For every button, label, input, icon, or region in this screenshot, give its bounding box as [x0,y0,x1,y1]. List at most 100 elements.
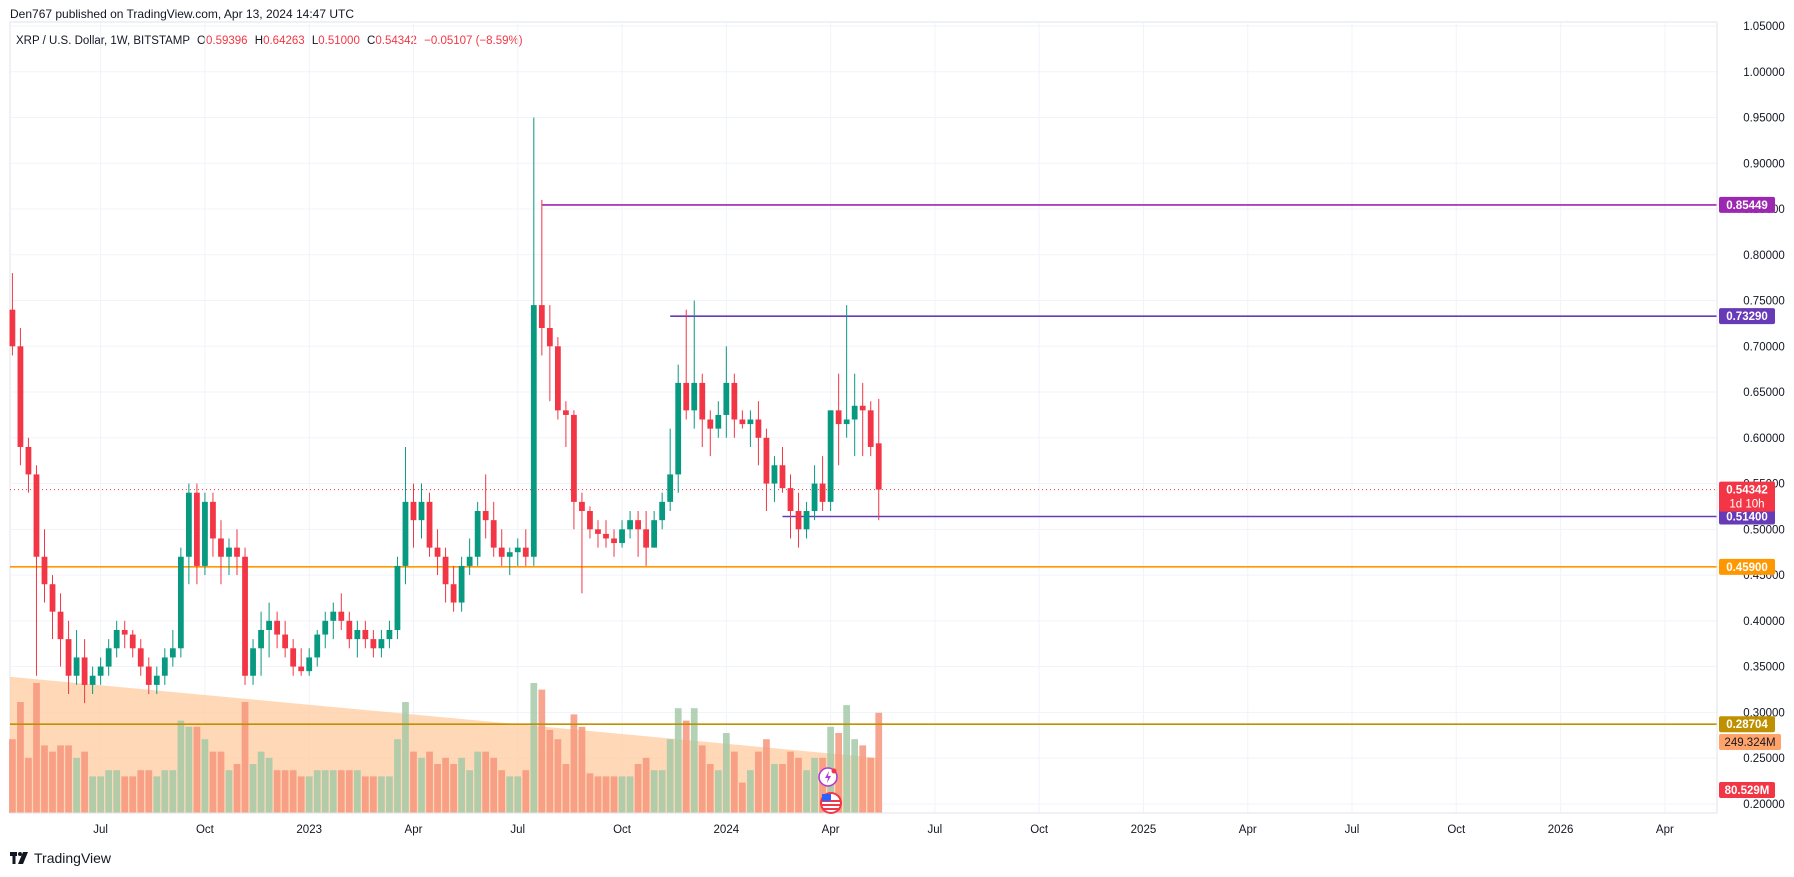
candle[interactable] [282,620,289,658]
candle[interactable] [490,501,497,557]
candle[interactable] [41,529,48,603]
candle[interactable] [691,300,698,429]
candle[interactable] [17,327,24,466]
candle[interactable] [498,529,505,566]
candle[interactable] [89,666,96,695]
candle[interactable] [362,620,369,649]
candle[interactable] [875,398,882,521]
candle[interactable] [49,575,56,640]
candle[interactable] [161,648,168,685]
candle[interactable] [546,305,553,402]
candle[interactable] [563,401,569,447]
candle[interactable] [771,456,778,502]
candle[interactable] [755,401,762,466]
candle[interactable] [579,492,585,594]
candle[interactable] [81,639,88,704]
candle[interactable] [105,639,112,676]
candle[interactable] [843,305,850,438]
candle[interactable] [795,492,802,548]
candle[interactable] [33,465,40,676]
candle[interactable] [867,401,874,457]
candle[interactable] [370,629,377,658]
candle[interactable] [169,629,176,667]
candle[interactable] [418,483,425,539]
candle[interactable] [699,373,706,447]
candle[interactable] [530,117,537,566]
candle[interactable] [153,666,160,695]
candle[interactable] [611,529,617,557]
candle[interactable] [25,437,32,493]
candle[interactable] [554,337,561,420]
candle[interactable] [402,446,409,585]
candle[interactable] [450,565,457,612]
candle[interactable] [121,620,128,649]
candle[interactable] [651,511,658,548]
candle[interactable] [258,611,264,676]
candle[interactable] [9,273,16,356]
candle[interactable] [482,474,489,539]
candle[interactable] [346,611,353,649]
candle[interactable] [57,593,64,667]
symbol-title[interactable]: XRP / U.S. Dollar, 1W, BITSTAMP [16,35,190,47]
chart-icons[interactable] [818,767,842,814]
candle[interactable] [218,520,224,585]
candle[interactable] [266,602,272,658]
candle[interactable] [210,492,216,557]
candle[interactable] [643,511,650,566]
tradingview-brand[interactable]: TradingView [10,850,111,866]
candle[interactable] [458,556,465,612]
candle[interactable] [739,410,746,429]
candle[interactable] [723,346,730,438]
candle[interactable] [250,639,256,685]
candle[interactable] [177,547,184,658]
candle[interactable] [73,629,80,685]
candle[interactable] [410,483,417,548]
candle[interactable] [811,465,818,521]
candle[interactable] [434,529,441,576]
candle[interactable] [394,556,401,640]
candle[interactable] [731,373,738,438]
candle[interactable] [290,639,297,676]
candle[interactable] [595,520,601,548]
candle[interactable] [522,529,529,566]
candle[interactable] [202,492,208,576]
candle[interactable] [819,456,826,512]
candle[interactable] [587,506,593,539]
candle[interactable] [314,629,321,667]
candle[interactable] [185,483,192,585]
candle[interactable] [747,410,754,447]
candle[interactable] [859,382,866,457]
us-flag-event-icon[interactable] [820,792,842,814]
candle[interactable] [330,602,337,640]
candle[interactable] [835,373,842,466]
candle[interactable] [627,511,633,539]
candle[interactable] [506,547,513,576]
candle[interactable] [442,547,449,603]
candle[interactable] [378,629,385,658]
candle[interactable] [667,428,674,512]
candle[interactable] [466,538,473,576]
candle[interactable] [226,538,232,576]
candle[interactable] [145,657,152,695]
candle[interactable] [474,501,481,566]
candle[interactable] [803,501,810,539]
candle[interactable] [787,474,794,539]
candle[interactable] [426,492,433,557]
candle[interactable] [137,639,144,676]
candle[interactable] [715,401,722,438]
candles[interactable] [9,117,882,704]
candle[interactable] [386,620,393,649]
candle[interactable] [763,428,770,512]
candle[interactable] [635,511,641,557]
candle[interactable] [242,547,248,685]
horizontal-levels[interactable] [10,204,1717,725]
candle[interactable] [298,648,305,676]
candle[interactable] [675,364,682,493]
candle[interactable] [707,410,714,457]
candle[interactable] [603,520,609,548]
candle[interactable] [779,446,786,493]
candle[interactable] [338,593,345,630]
candle[interactable] [827,410,834,512]
candle[interactable] [683,309,690,420]
